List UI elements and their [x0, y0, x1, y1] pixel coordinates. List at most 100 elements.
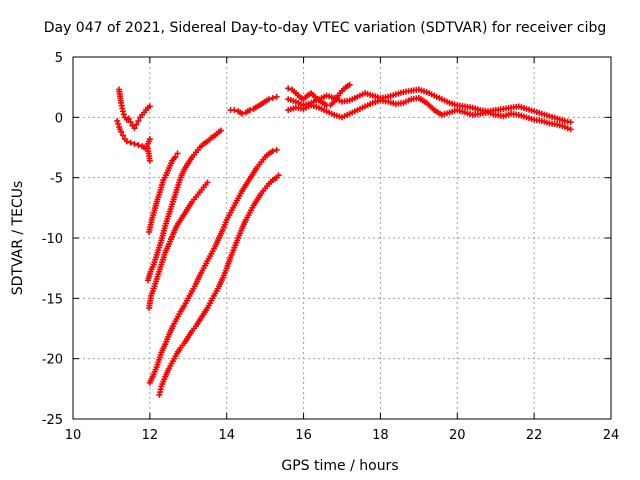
- trail-mark: [153, 198, 160, 205]
- trail-mark: [176, 218, 183, 225]
- trail-mark: [505, 111, 512, 118]
- y-tick-label: -5: [50, 172, 63, 187]
- trail-mark: [187, 156, 194, 163]
- trail-mark: [179, 342, 186, 349]
- trail-mark: [428, 91, 435, 98]
- data-point: [123, 138, 130, 145]
- data-point: [135, 142, 142, 149]
- trail-mark: [336, 97, 343, 104]
- trail-mark: [536, 109, 543, 116]
- trail-mark: [180, 304, 187, 311]
- trail-mark: [237, 190, 244, 197]
- trail-mark: [170, 155, 177, 162]
- trail-mark: [145, 138, 152, 145]
- trail-mark: [195, 319, 202, 326]
- trail-mark: [467, 111, 474, 118]
- series-track-e: [144, 127, 224, 284]
- trail-mark: [351, 108, 358, 115]
- trail-mark: [413, 95, 420, 102]
- trail-mark: [153, 364, 160, 371]
- trail-mark: [165, 213, 172, 220]
- trail-mark: [256, 102, 263, 109]
- trail-mark: [382, 98, 389, 105]
- trail-mark: [497, 106, 504, 113]
- trail-mark: [120, 111, 127, 118]
- trail-mark: [241, 219, 248, 226]
- trail-mark: [536, 117, 543, 124]
- trail-mark: [191, 151, 198, 158]
- trail-mark: [256, 161, 263, 168]
- trail-mark: [245, 212, 252, 219]
- trail-mark: [194, 191, 201, 198]
- trail-mark: [351, 95, 358, 102]
- trail-mark: [148, 219, 155, 226]
- trail-mark: [165, 367, 172, 374]
- trail-mark: [156, 189, 163, 196]
- trail-mark: [117, 126, 124, 133]
- trail-mark: [172, 318, 179, 325]
- trail-mark: [215, 237, 222, 244]
- trail-mark: [187, 290, 194, 297]
- trail-mark: [210, 133, 217, 140]
- trail-mark: [176, 311, 183, 318]
- trail-mark: [467, 104, 474, 111]
- series-track-g: [146, 146, 280, 386]
- trail-mark: [321, 93, 328, 100]
- trail-mark: [321, 107, 328, 114]
- trail-mark: [230, 204, 237, 211]
- y-tick-label: 0: [55, 111, 63, 126]
- x-tick-label: 22: [526, 428, 543, 443]
- trail-mark: [159, 179, 166, 186]
- y-tick-label: 5: [55, 51, 63, 66]
- series-track-d: [146, 150, 181, 235]
- trail-mark: [367, 101, 374, 108]
- trail-mark: [180, 168, 187, 175]
- trail-mark: [390, 100, 397, 107]
- trail-mark: [153, 276, 160, 283]
- trail-mark: [405, 88, 412, 95]
- x-tick-label: 20: [449, 428, 466, 443]
- data-point: [125, 115, 132, 122]
- trail-mark: [271, 175, 278, 182]
- trail-mark: [191, 283, 198, 290]
- trail-mark: [367, 91, 374, 98]
- trail-mark: [313, 97, 320, 104]
- trail-mark: [305, 103, 312, 110]
- trail-mark: [157, 239, 164, 246]
- trail-mark: [214, 285, 221, 292]
- trail-mark: [253, 165, 260, 172]
- trail-mark: [207, 253, 214, 260]
- trail-mark: [184, 206, 191, 213]
- data-point: [133, 121, 140, 128]
- data-point: [127, 139, 134, 146]
- trail-mark: [267, 178, 274, 185]
- data-point: [114, 117, 121, 124]
- trail-mark: [191, 325, 198, 332]
- trail-mark: [420, 88, 427, 95]
- x-tick-label: 10: [65, 428, 82, 443]
- trail-mark: [157, 352, 164, 359]
- trail-mark: [241, 183, 248, 190]
- trail-mark: [290, 97, 297, 104]
- trail-mark: [397, 89, 404, 96]
- trail-mark: [253, 198, 260, 205]
- trail-mark: [290, 105, 297, 112]
- data-points: [114, 81, 574, 398]
- trail-mark: [198, 142, 205, 149]
- trail-mark: [344, 82, 351, 89]
- trail-mark: [119, 105, 126, 112]
- data-point: [135, 117, 142, 124]
- trail-mark: [344, 97, 351, 104]
- trail-mark: [551, 121, 558, 128]
- trail-mark: [153, 251, 160, 258]
- trail-mark: [157, 263, 164, 270]
- trail-mark: [405, 97, 412, 104]
- trail-mark: [202, 181, 209, 188]
- trail-mark: [429, 105, 436, 112]
- trail-mark: [302, 94, 309, 101]
- trail-mark: [520, 105, 527, 112]
- trail-mark: [238, 227, 245, 234]
- trail-mark: [328, 94, 335, 101]
- series-track-l: [285, 95, 574, 133]
